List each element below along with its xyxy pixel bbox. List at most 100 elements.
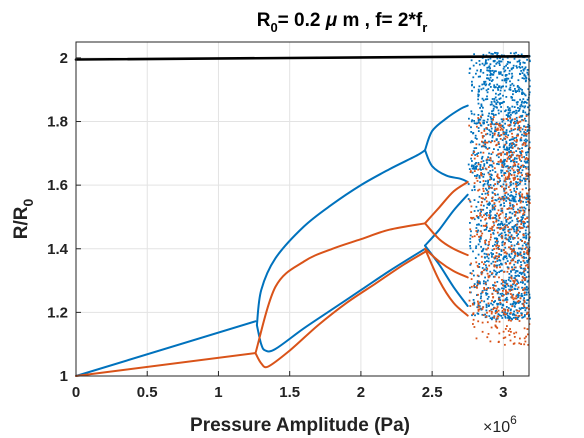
chaos-point-orange <box>482 180 485 182</box>
chaos-point-blue <box>490 121 493 124</box>
chaos-point-blue <box>498 62 501 65</box>
chaos-point-blue <box>484 212 487 215</box>
chaos-point-blue <box>476 306 479 309</box>
chaos-point-blue <box>494 300 496 302</box>
chaos-point-orange <box>519 181 522 183</box>
chaos-point-blue <box>499 226 502 229</box>
chaos-point-blue <box>504 172 507 174</box>
chaos-point-blue <box>504 237 507 240</box>
chaos-point-orange <box>522 220 524 223</box>
chaos-point-orange <box>495 187 498 190</box>
chaos-point-orange <box>482 306 484 309</box>
chaos-point-blue <box>502 224 504 226</box>
plot-background <box>76 42 529 376</box>
chaos-point-orange <box>482 144 485 147</box>
chaos-point-blue <box>514 122 516 125</box>
chaos-point-blue <box>528 198 531 201</box>
chaos-point-blue <box>494 130 496 132</box>
chaos-point-blue <box>526 194 529 197</box>
chaos-point-orange <box>484 225 487 227</box>
chaos-point-blue <box>474 154 477 156</box>
chaos-point-blue <box>500 110 502 113</box>
chaos-point-orange <box>518 171 520 174</box>
chaos-point-blue <box>493 301 495 304</box>
chaos-point-blue <box>516 252 519 255</box>
chaos-point-blue <box>523 156 525 158</box>
chaos-point-blue <box>478 195 481 198</box>
series-orange-11 <box>424 181 469 225</box>
chaos-point-orange <box>495 247 498 250</box>
chaos-point-blue <box>521 169 524 172</box>
chaos-point-orange <box>513 280 516 283</box>
chaos-point-blue <box>524 75 527 78</box>
chaos-point-blue <box>509 86 512 89</box>
chaos-point-blue <box>480 295 482 298</box>
chaos-point-orange <box>514 213 516 216</box>
chaos-point-orange <box>519 297 522 300</box>
chaos-point-blue <box>519 300 522 303</box>
chaos-point-blue <box>485 253 488 256</box>
chaos-point-blue <box>505 165 507 168</box>
chaos-point-blue <box>475 162 477 164</box>
chaos-point-blue <box>500 315 503 317</box>
chaos-point-blue <box>481 290 484 292</box>
x-tick-label: 0.5 <box>137 384 158 401</box>
chaos-point-orange <box>500 197 503 200</box>
chaos-point-blue <box>529 60 531 63</box>
chaos-point-blue <box>469 67 472 70</box>
chaos-point-orange <box>497 123 499 125</box>
chaos-point-orange <box>472 216 475 219</box>
chaos-point-orange <box>514 118 516 120</box>
chaos-point-orange <box>497 127 499 130</box>
chaos-point-blue <box>521 89 523 91</box>
chaos-point-blue <box>500 262 502 265</box>
chaos-point-orange <box>473 151 476 153</box>
chaos-point-blue <box>511 118 514 121</box>
chaos-point-orange <box>516 140 518 142</box>
chaos-point-blue <box>507 167 510 170</box>
chaos-point-blue <box>483 198 486 201</box>
chaos-point-orange <box>503 226 506 229</box>
chaos-point-blue <box>490 80 493 82</box>
chaos-point-blue <box>497 198 500 200</box>
chaos-point-orange <box>490 186 493 189</box>
chaos-point-orange <box>522 234 525 237</box>
chaos-point-orange <box>487 190 490 193</box>
chaos-point-blue <box>511 197 514 200</box>
chaos-point-orange <box>505 160 508 163</box>
chaos-point-blue <box>515 181 517 183</box>
chaos-point-blue <box>486 206 488 209</box>
chaos-point-blue <box>503 159 505 162</box>
chaos-point-blue <box>500 86 503 89</box>
chaos-point-orange <box>522 289 524 291</box>
chaos-point-blue <box>520 222 523 224</box>
chaos-point-orange <box>470 216 472 219</box>
chaos-point-blue <box>516 220 519 223</box>
chaos-point-blue <box>503 148 506 151</box>
chaos-point-blue <box>469 141 472 144</box>
chaos-point-blue <box>523 306 526 309</box>
chaos-point-orange <box>511 305 514 308</box>
chaos-point-blue <box>473 113 476 116</box>
chaos-point-blue <box>518 86 521 89</box>
chaos-point-orange <box>478 235 480 238</box>
chaos-point-orange <box>512 179 515 181</box>
chaos-point-orange <box>504 328 507 330</box>
chaos-point-blue <box>479 165 482 168</box>
chaos-point-blue <box>492 53 494 55</box>
chaos-point-orange <box>482 269 485 272</box>
chaos-point-blue <box>518 59 521 62</box>
chaos-point-blue <box>508 158 511 160</box>
chaos-point-orange <box>498 214 500 217</box>
chaos-point-orange <box>492 296 494 299</box>
chaos-point-orange <box>498 320 501 323</box>
chaos-point-orange <box>523 221 526 223</box>
chaos-point-blue <box>498 122 501 125</box>
chaos-point-orange <box>494 205 497 207</box>
chaos-point-orange <box>501 295 504 297</box>
chaos-point-blue <box>502 85 504 88</box>
chaos-point-blue <box>492 184 495 187</box>
chaos-point-blue <box>492 89 494 92</box>
chaos-point-orange <box>509 117 512 120</box>
chaos-point-blue <box>486 132 489 135</box>
